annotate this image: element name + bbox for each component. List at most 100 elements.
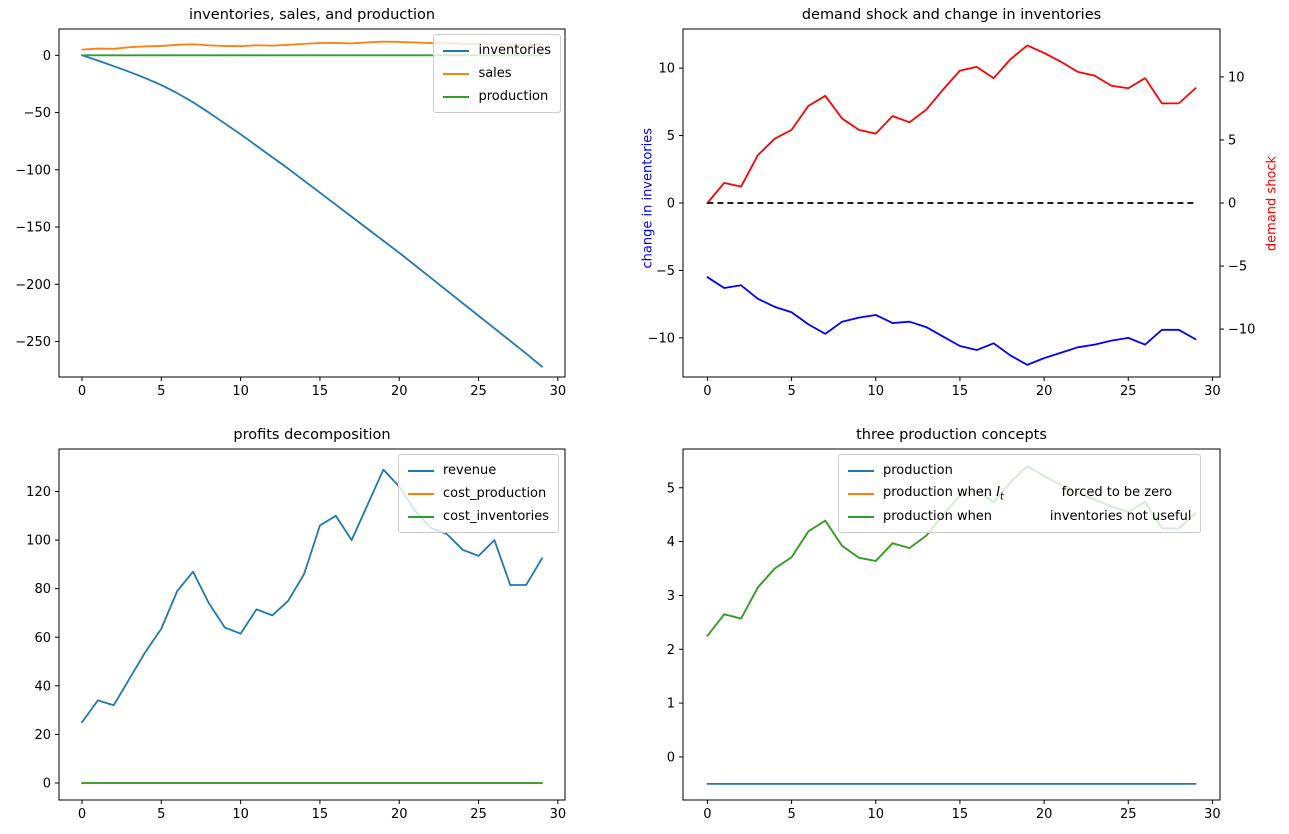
y-tick-label: 5 <box>667 481 675 496</box>
x-tick-label: 30 <box>1204 384 1221 399</box>
x-tick-label: 20 <box>1036 807 1053 822</box>
x-tick-label: 10 <box>867 384 884 399</box>
subplot-title-profits-decomposition: profits decomposition <box>233 427 391 443</box>
x-tick-label: 5 <box>157 807 165 822</box>
y2-tick-label: −10 <box>1228 323 1255 338</box>
y-tick-label: 10 <box>658 62 675 77</box>
x-tick-label: 5 <box>157 384 165 399</box>
legend-row: inventories <box>443 39 551 62</box>
y-tick-label: 120 <box>26 485 51 500</box>
legend-three-production-concepts: production production when It forced to b… <box>838 454 1202 533</box>
y2-tick-label: 0 <box>1228 197 1236 212</box>
legend-label: sales <box>478 66 512 81</box>
y-tick-label: −100 <box>15 163 51 178</box>
y-tick-label: 0 <box>43 776 51 791</box>
subplot-title-demand-shock-change-inventories: demand shock and change in inventories <box>801 7 1102 23</box>
subplot-title-inventories-sales-production: inventories, sales, and production <box>188 7 436 23</box>
legend-inventories-sales-production: inventories sales production <box>433 34 561 113</box>
x-tick-label: 25 <box>1120 807 1137 822</box>
legend-label: production <box>478 89 549 104</box>
x-tick-label: 20 <box>1036 384 1053 399</box>
legend-label: production when It forced to be zero <box>883 484 1173 503</box>
y-tick-label: 0 <box>667 197 675 212</box>
axes-frame <box>58 448 566 801</box>
y-tick-label: 1 <box>667 697 675 712</box>
x-tick-label: 5 <box>787 384 795 399</box>
series-line-change-in-inventories <box>706 276 1197 366</box>
x-tick-label: 30 <box>550 807 567 822</box>
y-tick-label: −150 <box>15 221 51 236</box>
axes-frame <box>682 448 1221 801</box>
subplot-title-three-production-concepts: three production concepts <box>856 427 1047 443</box>
legend-row: revenue <box>407 459 549 482</box>
x-tick-label: 0 <box>78 807 86 822</box>
x-tick-label: 0 <box>78 384 86 399</box>
x-tick-label: 20 <box>391 807 408 822</box>
x-tick-label: 25 <box>470 384 487 399</box>
x-tick-label: 5 <box>787 807 795 822</box>
y-axis-label-change-in-inventories: change in inventories <box>640 127 656 269</box>
x-tick-label: 20 <box>391 384 408 399</box>
x-tick-label: 10 <box>232 384 249 399</box>
y2-tick-label: 5 <box>1228 133 1236 148</box>
legend-line-sample <box>848 469 874 472</box>
legend-label: inventories <box>478 43 551 58</box>
x-tick-label: 15 <box>312 807 329 822</box>
x-tick-label: 30 <box>1204 807 1221 822</box>
series-line-demand-shock <box>706 44 1197 204</box>
y-tick-label: 20 <box>34 728 51 743</box>
legend-row: sales <box>443 62 551 85</box>
legend-row: cost_inventories <box>407 505 549 528</box>
x-tick-label: 15 <box>312 384 329 399</box>
x-tick-label: 25 <box>1120 384 1137 399</box>
y-tick-label: 80 <box>34 582 51 597</box>
y-tick-label: 0 <box>43 49 51 64</box>
y-axis-label-demand-shock: demand shock <box>1264 155 1280 252</box>
axes-frame <box>58 28 566 378</box>
legend-line-sample <box>407 515 434 518</box>
legend-line-sample <box>443 95 470 98</box>
x-tick-label: 0 <box>703 807 711 822</box>
legend-line-sample <box>443 49 470 52</box>
y2-tick-label: 10 <box>1228 70 1245 85</box>
legend-row: production when inventories not useful <box>848 505 1191 528</box>
x-tick-label: 15 <box>952 807 969 822</box>
legend-row: production <box>848 459 1191 482</box>
legend-label: cost_production <box>442 486 547 501</box>
legend-line-sample <box>443 72 470 75</box>
y-tick-label: −200 <box>15 278 51 293</box>
x-tick-label: 30 <box>550 384 567 399</box>
y-tick-label: −50 <box>24 106 51 121</box>
legend-row: cost_production <box>407 482 549 505</box>
legend-line-sample <box>848 492 874 495</box>
x-tick-label: 10 <box>867 807 884 822</box>
y-tick-label: 3 <box>667 589 675 604</box>
y-tick-label: 0 <box>667 750 675 765</box>
legend-line-sample <box>407 469 434 472</box>
legend-row: production when It forced to be zero <box>848 482 1191 505</box>
series-line-inventories <box>81 54 543 368</box>
y-tick-label: 40 <box>34 679 51 694</box>
y-tick-label: 4 <box>667 535 675 550</box>
y-tick-label: −5 <box>656 264 675 279</box>
y-tick-label: −250 <box>15 335 51 350</box>
x-tick-label: 10 <box>232 807 249 822</box>
y-tick-label: 100 <box>26 534 51 549</box>
y-tick-label: 2 <box>667 643 675 658</box>
legend-line-sample <box>848 515 874 518</box>
x-tick-label: 25 <box>470 807 487 822</box>
y-tick-label: 5 <box>667 129 675 144</box>
legend-label: revenue <box>442 463 497 478</box>
x-tick-label: 15 <box>952 384 969 399</box>
legend-label: production when inventories not useful <box>883 509 1192 524</box>
y-tick-label: 60 <box>34 631 51 646</box>
legend-row: production <box>443 85 551 108</box>
y2-tick-label: −5 <box>1228 260 1247 275</box>
legend-label: production <box>883 463 953 478</box>
legend-profits-decomposition: revenue cost_production cost_inventories <box>397 454 559 533</box>
series-line-revenue <box>81 468 543 724</box>
x-tick-label: 0 <box>703 384 711 399</box>
y-tick-label: −10 <box>648 331 675 346</box>
